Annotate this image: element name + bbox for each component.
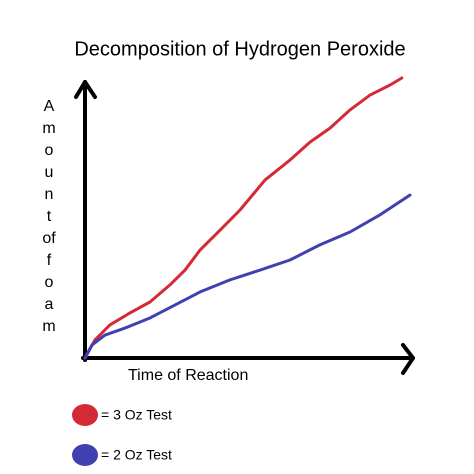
y-axis-label: m xyxy=(42,120,55,137)
y-axis-label: a xyxy=(45,296,54,313)
y-axis-arrow xyxy=(74,80,97,99)
legend-swatch xyxy=(72,444,98,466)
y-axis-label: m xyxy=(42,318,55,335)
legend-label: = 2 Oz Test xyxy=(101,447,172,463)
y-axis-label: f xyxy=(47,252,52,269)
x-axis-arrow xyxy=(401,343,415,375)
data-line xyxy=(83,193,412,360)
y-axis-label: of xyxy=(42,230,56,247)
y-axis-label: A xyxy=(44,98,55,115)
chart-title: Decomposition of Hydrogen Peroxide xyxy=(74,38,405,60)
y-axis-label: t xyxy=(47,208,52,225)
y-axis-label: u xyxy=(45,164,54,181)
legend-label: = 3 Oz Test xyxy=(101,407,172,423)
y-axis-label: o xyxy=(45,142,54,159)
x-axis-label: Time of Reaction xyxy=(128,367,248,384)
axes xyxy=(74,80,415,375)
data-line xyxy=(83,76,404,360)
y-axis-label: o xyxy=(45,274,54,291)
legend-swatch xyxy=(72,404,98,426)
y-axis-label: n xyxy=(45,186,54,203)
